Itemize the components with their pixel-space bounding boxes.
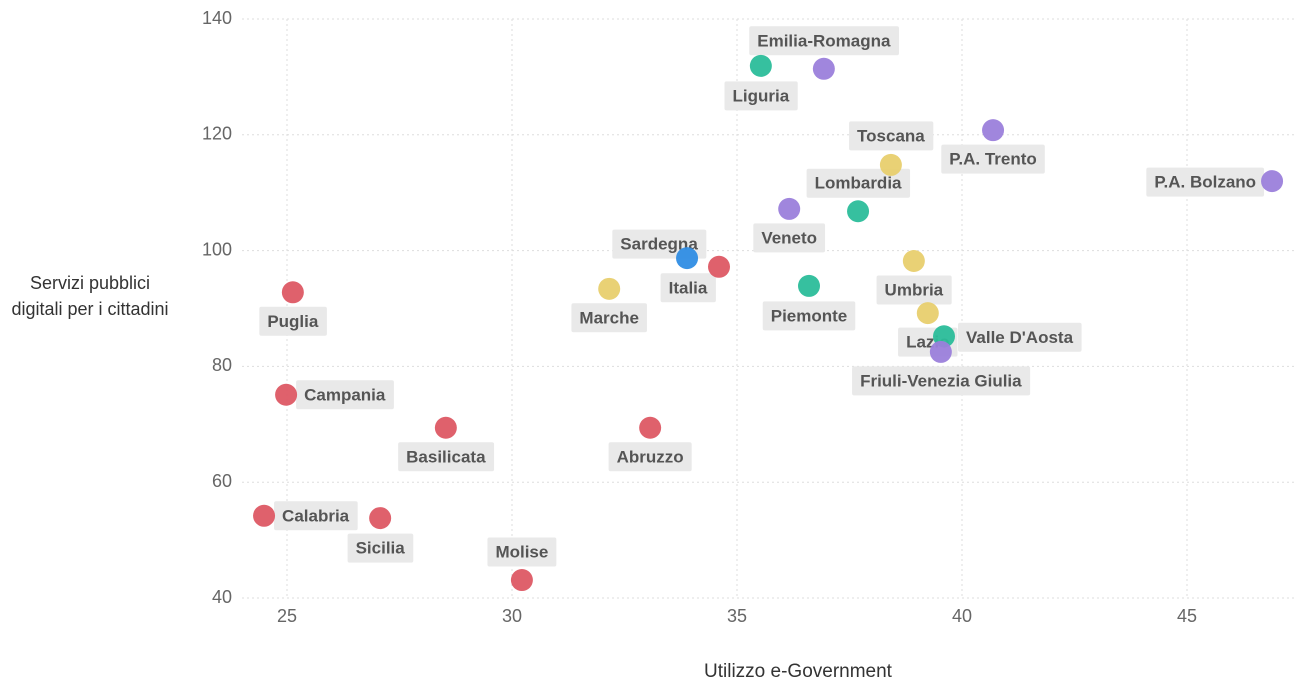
point (434, 416, 457, 439)
x-axis-label: Utilizzo e-Government (704, 661, 893, 682)
point (879, 153, 902, 176)
label-box (398, 442, 495, 472)
point-label: Marche (579, 308, 639, 327)
label-box (749, 26, 899, 56)
point (253, 504, 276, 527)
point-label: Abruzzo (617, 447, 684, 466)
point-label: Puglia (267, 312, 319, 331)
label-box (852, 366, 1031, 396)
label-box (941, 144, 1045, 174)
point-label: Molise (495, 543, 548, 562)
x-tick-label: 25 (277, 606, 297, 626)
label-box (958, 322, 1082, 352)
label-box (571, 303, 647, 333)
y-tick-label: 140 (202, 8, 232, 28)
point-label: Sardegna (620, 235, 698, 254)
point (369, 507, 392, 530)
x-tick-label: 45 (1177, 606, 1197, 626)
x-tick-label: 30 (502, 606, 522, 626)
point-label: Liguria (733, 86, 790, 105)
point (982, 119, 1005, 142)
point (916, 302, 939, 325)
point (812, 57, 835, 80)
label-box (660, 273, 716, 303)
point-label: Veneto (761, 228, 817, 247)
point-label: Campania (304, 385, 386, 404)
label-box (849, 121, 934, 151)
point (778, 197, 801, 220)
point (902, 250, 925, 273)
label-box (608, 442, 692, 472)
point-label: Valle D'Aosta (966, 328, 1074, 347)
label-box (876, 275, 952, 305)
point-label: Umbria (885, 281, 944, 300)
point (676, 247, 699, 270)
point-label: Piemonte (771, 306, 848, 325)
x-tick-label: 40 (952, 606, 972, 626)
point (598, 277, 621, 300)
label-box (1146, 167, 1265, 197)
point (1261, 170, 1284, 193)
point-label: Emilia-Romagna (757, 31, 891, 50)
point (708, 255, 730, 278)
point-label: Friuli-Venezia Giulia (860, 371, 1022, 390)
point-label: P.A. Trento (949, 150, 1037, 169)
label-box (724, 81, 798, 111)
point-label: Calabria (282, 506, 350, 525)
point (929, 340, 952, 363)
y-tick-label: 100 (202, 239, 232, 259)
x-tick-label: 35 (727, 606, 747, 626)
label-box (762, 301, 856, 331)
point (275, 383, 298, 406)
y-tick-label: 80 (212, 355, 232, 375)
point-label: P.A. Bolzano (1154, 173, 1256, 192)
label-box (806, 168, 911, 198)
point-label: Lombardia (815, 174, 902, 193)
point-label: Italia (669, 278, 708, 297)
y-axis-label: Servizi pubblici digitali per i cittadin… (11, 273, 169, 319)
y-tick-label: 60 (212, 471, 232, 491)
point (847, 200, 870, 223)
y-tick-label: 40 (212, 587, 232, 607)
label-box (296, 380, 394, 410)
point-label: Basilicata (406, 447, 486, 466)
point-label: Sicilia (356, 539, 406, 558)
point (749, 54, 772, 77)
point-label: Toscana (857, 126, 925, 145)
label-box (274, 501, 358, 531)
point (798, 274, 820, 297)
point-labels: Liguria Emilia-Romagna P.A. Trento Toscana P… (259, 26, 1265, 567)
point (281, 281, 304, 304)
point (639, 416, 662, 439)
y-tick-label: 120 (202, 124, 232, 144)
label-box (259, 306, 327, 336)
point (510, 569, 533, 592)
label-box (753, 223, 826, 253)
label-box (487, 537, 557, 567)
label-box (347, 533, 414, 563)
